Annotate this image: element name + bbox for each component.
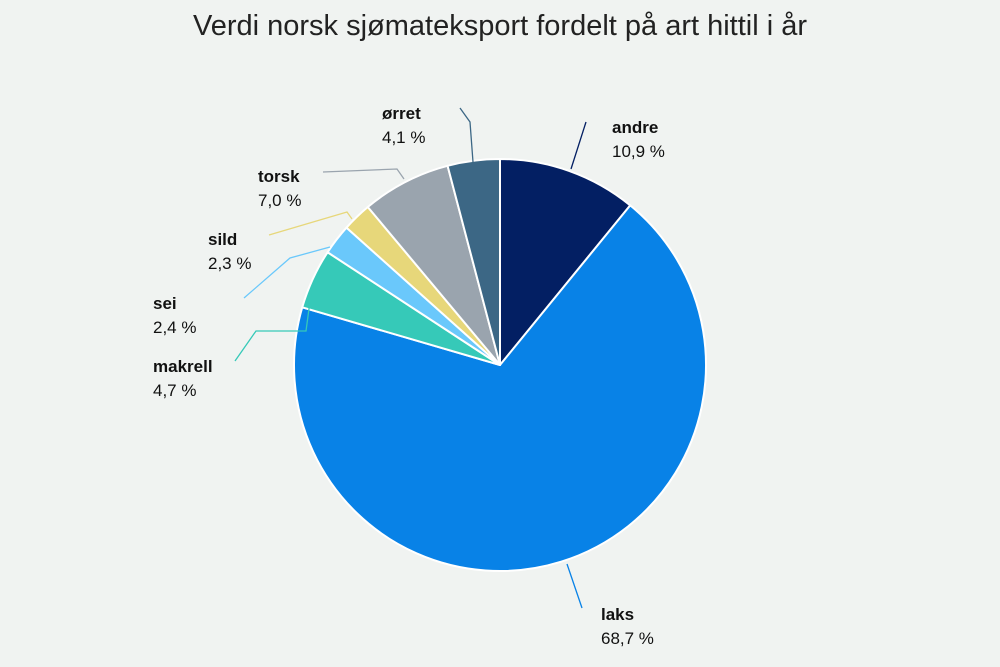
leader-line-sei	[243, 246, 331, 299]
leader-line-ørret	[459, 107, 474, 163]
leader-line-sild	[268, 211, 353, 236]
slice-label-ørret: ørret	[382, 104, 421, 123]
leader-line-andre	[570, 121, 587, 170]
pie-slice-ørret	[446, 158, 501, 366]
leader-line-torsk	[322, 168, 405, 180]
slice-label-andre: andre	[612, 118, 658, 137]
slice-label-torsk: torsk	[258, 167, 300, 186]
slice-value-sei: 2,4 %	[153, 318, 196, 337]
pie-slice-laks	[293, 204, 707, 572]
leader-line-makrell	[234, 293, 312, 362]
slice-value-ørret: 4,1 %	[382, 128, 425, 147]
slice-value-laks: 68,7 %	[601, 629, 654, 648]
slice-label-laks: laks	[601, 605, 634, 624]
slice-label-sei: sei	[153, 294, 177, 313]
slice-label-makrell: makrell	[153, 357, 213, 376]
slice-value-makrell: 4,7 %	[153, 381, 196, 400]
chart-title: Verdi norsk sjømateksport fordelt på art…	[192, 10, 808, 42]
pie-slice-andre	[499, 158, 632, 366]
slice-value-andre: 10,9 %	[612, 142, 665, 161]
slice-value-sild: 2,3 %	[208, 254, 251, 273]
leader-line-laks	[566, 563, 583, 609]
slice-value-torsk: 7,0 %	[258, 191, 301, 210]
slice-label-sild: sild	[208, 230, 237, 249]
